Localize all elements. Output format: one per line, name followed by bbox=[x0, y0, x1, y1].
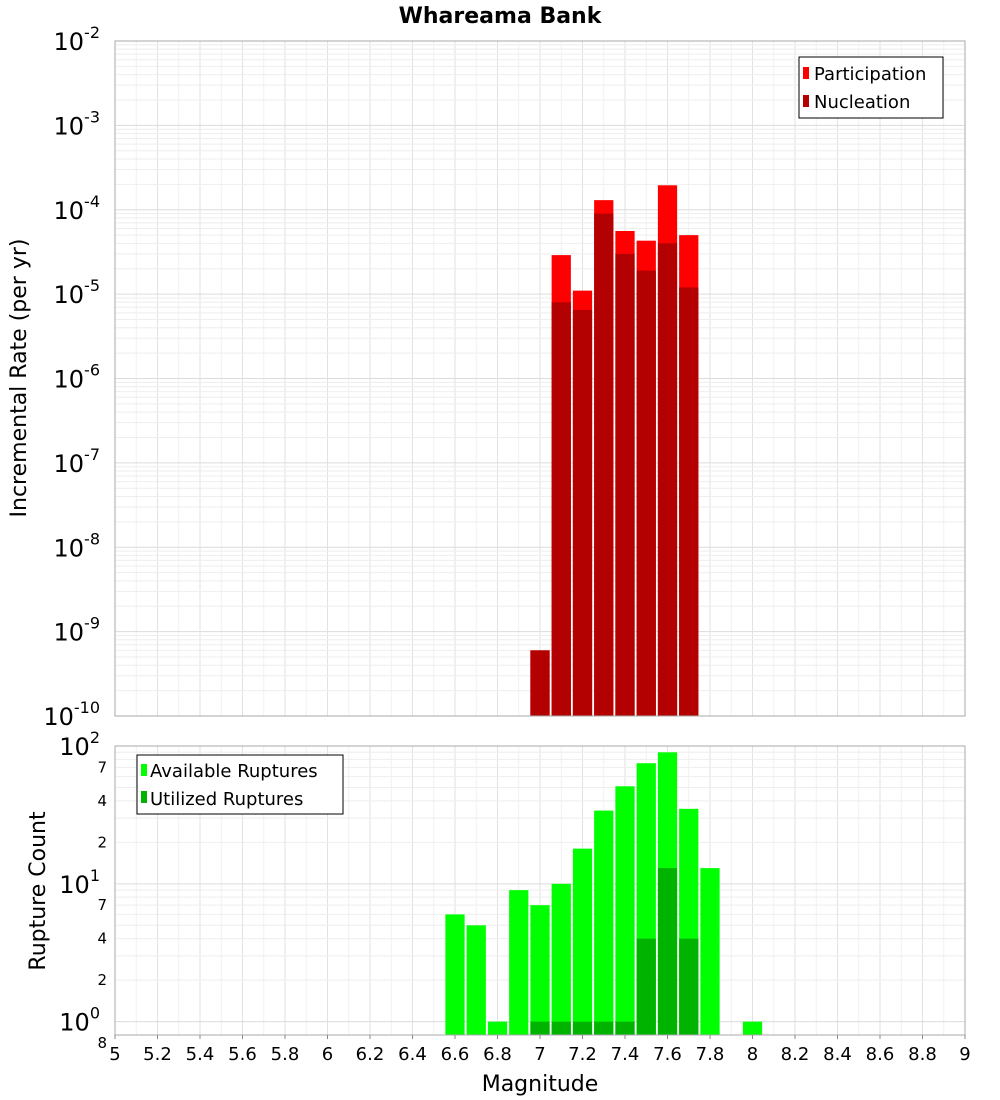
rupture-count-panel: 100 101 102 2 4 7 2 4 7 8 5 5.2 5.4 5.6 5.8 6 6.2 6.4 6.6… bbox=[26, 728, 971, 1097]
y-minor-tick-label: 2 bbox=[97, 833, 107, 851]
y-tick-label: 10-5 bbox=[54, 276, 101, 309]
legend-nucleation: Nucleation bbox=[814, 92, 910, 113]
x-tick-label: 7.2 bbox=[568, 1044, 597, 1065]
nucleation-bar bbox=[636, 270, 656, 716]
available-ruptures-bar bbox=[742, 1021, 763, 1035]
x-tick-label: 8 bbox=[747, 1044, 758, 1065]
available-ruptures-bar bbox=[594, 810, 614, 1035]
x-axis-label: Magnitude bbox=[482, 1072, 599, 1097]
y-minor-tick-label: 4 bbox=[97, 930, 107, 948]
nucleation-bar bbox=[615, 253, 635, 716]
x-tick-label: 6.2 bbox=[356, 1044, 385, 1065]
y-tick-label: 10-2 bbox=[54, 23, 101, 56]
utilized-ruptures-bar bbox=[594, 1021, 614, 1035]
x-tick-label: 5.8 bbox=[271, 1044, 300, 1065]
gridlines bbox=[114, 41, 966, 717]
available-ruptures-bar bbox=[700, 868, 720, 1035]
available-ruptures-bar bbox=[487, 1021, 508, 1035]
x-tick-label: 8.2 bbox=[781, 1044, 810, 1065]
y-axis-label: Rupture Count bbox=[26, 811, 51, 971]
y-tick-label: 10-3 bbox=[54, 107, 101, 140]
y-bottom-label: 8 bbox=[97, 1034, 107, 1052]
x-tick-label: 5 bbox=[109, 1044, 120, 1065]
nucleation-bar bbox=[657, 243, 678, 717]
x-tick-label: 6.8 bbox=[483, 1044, 512, 1065]
x-tick-label: 9 bbox=[959, 1044, 970, 1065]
legend-available: Available Ruptures bbox=[150, 761, 318, 782]
legend: Participation Nucleation bbox=[798, 56, 944, 119]
y-tick-label: 101 bbox=[59, 866, 100, 899]
utilized-ruptures-bar bbox=[636, 938, 656, 1035]
y-tick-label: 10-7 bbox=[54, 445, 101, 478]
utilized-ruptures-bar bbox=[679, 938, 699, 1035]
available-ruptures-bar bbox=[445, 914, 465, 1035]
x-tick-label: 7 bbox=[534, 1044, 545, 1065]
y-axis-ticks: 10-10 10-9 10-8 10-7 10-6 10-5 10-4 10-3 10-2 bbox=[43, 23, 100, 731]
chart-title: Whareama Bank bbox=[399, 4, 603, 29]
available-ruptures-bar bbox=[615, 786, 635, 1035]
x-tick-label: 5.4 bbox=[186, 1044, 215, 1065]
legend-participation: Participation bbox=[814, 64, 926, 85]
x-tick-label: 5.6 bbox=[228, 1044, 257, 1065]
y-tick-label: 100 bbox=[59, 1004, 100, 1037]
utilized-ruptures-bar bbox=[530, 1021, 550, 1035]
x-tick-label: 7.8 bbox=[696, 1044, 725, 1065]
y-minor-tick-label: 7 bbox=[97, 758, 107, 776]
available-ruptures-bar bbox=[509, 890, 529, 1035]
nucleation-bar bbox=[594, 213, 614, 717]
x-tick-label: 6.4 bbox=[398, 1044, 427, 1065]
legend-box bbox=[798, 56, 944, 119]
x-axis-ticks: 5 5.2 5.4 5.6 5.8 6 6.2 6.4 6.6 6.8 7 7.2 7.4 7.6 7.8 8… bbox=[109, 1035, 971, 1065]
y-minor-tick-label: 2 bbox=[97, 971, 107, 989]
x-tick-label: 6.6 bbox=[441, 1044, 470, 1065]
legend-swatch-utilized bbox=[141, 791, 147, 803]
nucleation-bar bbox=[551, 302, 571, 716]
available-ruptures-bar bbox=[466, 925, 486, 1035]
y-tick-label: 102 bbox=[59, 728, 100, 761]
utilized-ruptures-bar bbox=[551, 1021, 571, 1035]
legend-swatch-participation bbox=[803, 67, 809, 79]
y-minor-tick-label: 7 bbox=[97, 896, 107, 914]
legend-swatch-nucleation bbox=[803, 95, 809, 107]
y-tick-label: 10-9 bbox=[54, 614, 101, 647]
y-tick-label: 10-6 bbox=[54, 361, 101, 394]
utilized-ruptures-bar bbox=[572, 1021, 593, 1035]
y-tick-label: 10-8 bbox=[54, 529, 101, 562]
x-tick-label: 8.6 bbox=[866, 1044, 895, 1065]
x-tick-label: 6 bbox=[322, 1044, 333, 1065]
y-minor-tick-label: 4 bbox=[97, 792, 107, 810]
y-tick-label: 10-10 bbox=[43, 698, 100, 731]
utilized-ruptures-bar bbox=[615, 1021, 635, 1035]
nucleation-bar bbox=[530, 650, 550, 716]
rate-bars bbox=[530, 185, 699, 717]
available-ruptures-bar bbox=[530, 905, 550, 1035]
x-tick-label: 8.4 bbox=[823, 1044, 852, 1065]
legend-utilized: Utilized Ruptures bbox=[150, 789, 303, 810]
utilized-ruptures-bar bbox=[657, 868, 678, 1035]
count-bars bbox=[445, 752, 763, 1035]
legend: Available Ruptures Utilized Ruptures bbox=[136, 754, 344, 815]
legend-box bbox=[136, 754, 344, 815]
incremental-rate-panel: 10-10 10-9 10-8 10-7 10-6 10-5 10-4 10-3 10-2 In… bbox=[7, 23, 966, 731]
x-tick-label: 8.8 bbox=[908, 1044, 937, 1065]
available-ruptures-bar bbox=[572, 848, 593, 1035]
y-axis-label: Incremental Rate (per yr) bbox=[7, 239, 32, 518]
nucleation-bar bbox=[679, 287, 699, 716]
y-axis-ticks: 100 101 102 2 4 7 2 4 7 8 bbox=[59, 728, 107, 1052]
x-tick-label: 7.6 bbox=[653, 1044, 682, 1065]
plot-border bbox=[114, 40, 966, 717]
nucleation-bar bbox=[572, 309, 593, 716]
x-tick-label: 7.4 bbox=[611, 1044, 640, 1065]
legend-swatch-available bbox=[141, 764, 147, 776]
x-tick-label: 5.2 bbox=[143, 1044, 172, 1065]
available-ruptures-bar bbox=[551, 883, 571, 1035]
y-tick-label: 10-4 bbox=[54, 192, 101, 225]
